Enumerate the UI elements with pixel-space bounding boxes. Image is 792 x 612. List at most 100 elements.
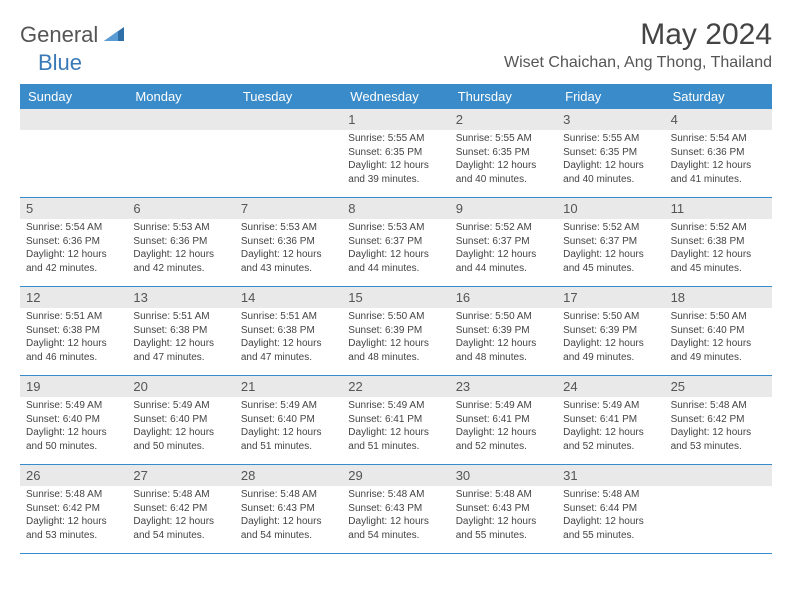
day-info: Sunrise: 5:53 AMSunset: 6:37 PMDaylight:… [342,219,449,279]
day-cell: 21Sunrise: 5:49 AMSunset: 6:40 PMDayligh… [235,376,342,464]
sunrise-text: Sunrise: 5:48 AM [456,488,551,502]
sunset-text: Sunset: 6:35 PM [348,146,443,160]
sunrise-text: Sunrise: 5:53 AM [348,221,443,235]
sunrise-text: Sunrise: 5:48 AM [241,488,336,502]
day-number: 3 [557,109,664,130]
day-info: Sunrise: 5:50 AMSunset: 6:39 PMDaylight:… [450,308,557,368]
daylight-text-2: and 48 minutes. [456,351,551,365]
week-row: 19Sunrise: 5:49 AMSunset: 6:40 PMDayligh… [20,376,772,465]
sunset-text: Sunset: 6:42 PM [26,502,121,516]
daylight-text-2: and 54 minutes. [348,529,443,543]
sunrise-text: Sunrise: 5:49 AM [133,399,228,413]
day-number: 5 [20,198,127,219]
sunrise-text: Sunrise: 5:50 AM [348,310,443,324]
sunrise-text: Sunrise: 5:48 AM [26,488,121,502]
day-cell: 5Sunrise: 5:54 AMSunset: 6:36 PMDaylight… [20,198,127,286]
daylight-text-2: and 54 minutes. [241,529,336,543]
day-cell: 8Sunrise: 5:53 AMSunset: 6:37 PMDaylight… [342,198,449,286]
sunset-text: Sunset: 6:38 PM [671,235,766,249]
sunrise-text: Sunrise: 5:50 AM [563,310,658,324]
daylight-text-1: Daylight: 12 hours [456,515,551,529]
sunrise-text: Sunrise: 5:49 AM [26,399,121,413]
sunset-text: Sunset: 6:40 PM [133,413,228,427]
day-cell: 20Sunrise: 5:49 AMSunset: 6:40 PMDayligh… [127,376,234,464]
sunset-text: Sunset: 6:36 PM [26,235,121,249]
day-cell: 4Sunrise: 5:54 AMSunset: 6:36 PMDaylight… [665,109,772,197]
day-header-cell: Tuesday [235,84,342,109]
sunrise-text: Sunrise: 5:50 AM [456,310,551,324]
day-cell: 1Sunrise: 5:55 AMSunset: 6:35 PMDaylight… [342,109,449,197]
day-cell: 10Sunrise: 5:52 AMSunset: 6:37 PMDayligh… [557,198,664,286]
day-cell [20,109,127,197]
daylight-text-2: and 52 minutes. [563,440,658,454]
daylight-text-2: and 54 minutes. [133,529,228,543]
daylight-text-1: Daylight: 12 hours [563,426,658,440]
sunset-text: Sunset: 6:40 PM [241,413,336,427]
day-number: 22 [342,376,449,397]
day-info: Sunrise: 5:55 AMSunset: 6:35 PMDaylight:… [450,130,557,190]
day-number [127,109,234,130]
daylight-text-1: Daylight: 12 hours [671,426,766,440]
day-info: Sunrise: 5:53 AMSunset: 6:36 PMDaylight:… [235,219,342,279]
day-number: 18 [665,287,772,308]
logo: General [20,22,126,48]
day-info: Sunrise: 5:49 AMSunset: 6:40 PMDaylight:… [20,397,127,457]
day-cell: 27Sunrise: 5:48 AMSunset: 6:42 PMDayligh… [127,465,234,553]
daylight-text-1: Daylight: 12 hours [241,337,336,351]
sunrise-text: Sunrise: 5:49 AM [241,399,336,413]
day-info: Sunrise: 5:49 AMSunset: 6:41 PMDaylight:… [557,397,664,457]
day-info: Sunrise: 5:49 AMSunset: 6:41 PMDaylight:… [342,397,449,457]
daylight-text-1: Daylight: 12 hours [348,515,443,529]
logo-text-general: General [20,22,98,48]
daylight-text-1: Daylight: 12 hours [348,337,443,351]
day-number: 26 [20,465,127,486]
day-info: Sunrise: 5:50 AMSunset: 6:40 PMDaylight:… [665,308,772,368]
day-info: Sunrise: 5:52 AMSunset: 6:38 PMDaylight:… [665,219,772,279]
daylight-text-2: and 41 minutes. [671,173,766,187]
sunrise-text: Sunrise: 5:49 AM [563,399,658,413]
day-cell: 23Sunrise: 5:49 AMSunset: 6:41 PMDayligh… [450,376,557,464]
day-info: Sunrise: 5:49 AMSunset: 6:40 PMDaylight:… [235,397,342,457]
daylight-text-2: and 50 minutes. [133,440,228,454]
daylight-text-1: Daylight: 12 hours [26,337,121,351]
sunset-text: Sunset: 6:39 PM [563,324,658,338]
daylight-text-1: Daylight: 12 hours [456,426,551,440]
daylight-text-2: and 55 minutes. [563,529,658,543]
day-cell: 11Sunrise: 5:52 AMSunset: 6:38 PMDayligh… [665,198,772,286]
daylight-text-1: Daylight: 12 hours [348,159,443,173]
day-info: Sunrise: 5:50 AMSunset: 6:39 PMDaylight:… [342,308,449,368]
day-cell: 18Sunrise: 5:50 AMSunset: 6:40 PMDayligh… [665,287,772,375]
sunrise-text: Sunrise: 5:55 AM [348,132,443,146]
day-info: Sunrise: 5:49 AMSunset: 6:41 PMDaylight:… [450,397,557,457]
sunset-text: Sunset: 6:39 PM [456,324,551,338]
daylight-text-1: Daylight: 12 hours [348,248,443,262]
sunrise-text: Sunrise: 5:52 AM [456,221,551,235]
day-info: Sunrise: 5:51 AMSunset: 6:38 PMDaylight:… [127,308,234,368]
sunrise-text: Sunrise: 5:54 AM [26,221,121,235]
day-info: Sunrise: 5:53 AMSunset: 6:36 PMDaylight:… [127,219,234,279]
day-info: Sunrise: 5:52 AMSunset: 6:37 PMDaylight:… [450,219,557,279]
daylight-text-1: Daylight: 12 hours [348,426,443,440]
sunset-text: Sunset: 6:38 PM [133,324,228,338]
daylight-text-1: Daylight: 12 hours [133,426,228,440]
day-number: 13 [127,287,234,308]
day-cell: 29Sunrise: 5:48 AMSunset: 6:43 PMDayligh… [342,465,449,553]
daylight-text-2: and 55 minutes. [456,529,551,543]
day-cell: 13Sunrise: 5:51 AMSunset: 6:38 PMDayligh… [127,287,234,375]
day-number: 16 [450,287,557,308]
daylight-text-2: and 48 minutes. [348,351,443,365]
daylight-text-2: and 50 minutes. [26,440,121,454]
daylight-text-2: and 45 minutes. [563,262,658,276]
day-cell: 22Sunrise: 5:49 AMSunset: 6:41 PMDayligh… [342,376,449,464]
day-number: 23 [450,376,557,397]
day-info: Sunrise: 5:48 AMSunset: 6:42 PMDaylight:… [20,486,127,546]
day-info: Sunrise: 5:48 AMSunset: 6:44 PMDaylight:… [557,486,664,546]
day-cell [127,109,234,197]
location-subtitle: Wiset Chaichan, Ang Thong, Thailand [504,54,772,72]
daylight-text-2: and 42 minutes. [133,262,228,276]
day-cell: 24Sunrise: 5:49 AMSunset: 6:41 PMDayligh… [557,376,664,464]
day-cell [235,109,342,197]
day-info: Sunrise: 5:49 AMSunset: 6:40 PMDaylight:… [127,397,234,457]
sunrise-text: Sunrise: 5:49 AM [348,399,443,413]
daylight-text-2: and 40 minutes. [563,173,658,187]
